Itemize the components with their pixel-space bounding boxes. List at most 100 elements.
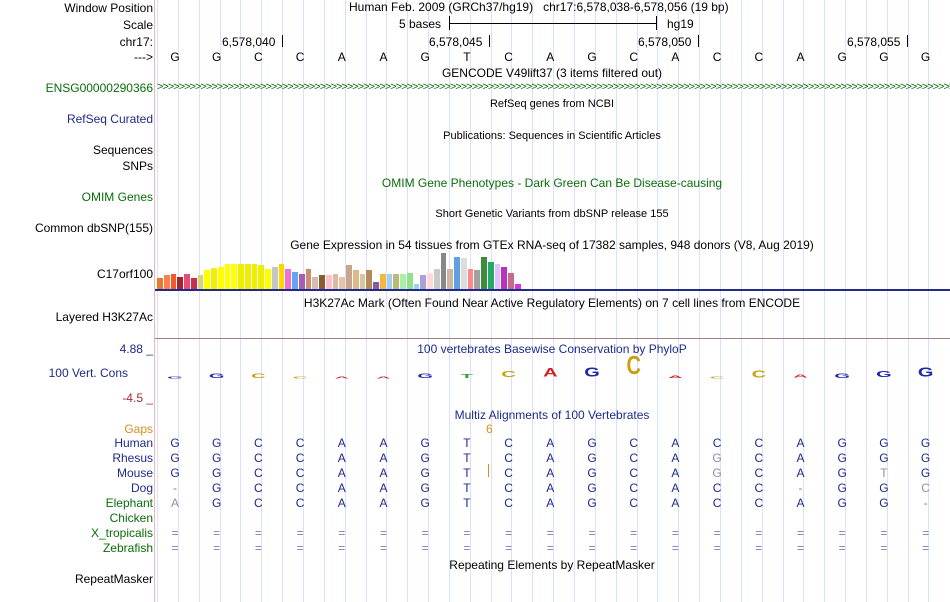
refseq-track-label[interactable]: RefSeq Curated [66,112,153,126]
grid-line [803,0,805,602]
gtex-tissue-bar[interactable] [157,277,163,289]
repeatmasker-track-title[interactable]: Repeating Elements by RepeatMasker [449,558,655,572]
gtex-tissue-bar[interactable] [393,274,399,289]
gtex-tissue-bar[interactable] [508,272,514,289]
gencode-gene-feature[interactable]: >>>>>>>>>>>>>>>>>>>>>>>>>>>>>>>>>>>>>>>>… [157,81,950,93]
alignment-base: = [171,541,179,555]
gtex-track-title[interactable]: Gene Expression in 54 tissues from GTEx … [290,238,814,252]
conservation-letter: G [199,373,235,379]
gtex-tissue-bar[interactable] [305,269,312,289]
species-label[interactable]: Human [114,436,153,450]
alignment-base: = [546,541,554,555]
gtex-tissue-bar[interactable] [177,276,183,289]
h3k27ac-track-label[interactable]: Layered H3K27Ac [55,310,153,324]
conservation-letter: C [751,368,767,380]
gtex-tissue-bar[interactable] [265,269,271,289]
gtex-tissue-bar[interactable] [400,274,406,289]
gencode-gene-label[interactable]: ENSG00000290366 [45,81,153,95]
conservation-track-title[interactable]: 100 vertebrates Basewise Conservation by… [417,342,687,356]
gtex-tissue-bar[interactable] [373,281,379,289]
gtex-bar-chart[interactable] [157,251,557,289]
gtex-tissue-bar[interactable] [204,270,210,289]
gtex-tissue-bar[interactable] [427,272,433,289]
species-label[interactable]: X_tropicalis [90,526,153,540]
gtex-tissue-bar[interactable] [339,276,345,289]
gtex-tissue-bar[interactable] [271,266,278,289]
gtex-tissue-bar[interactable] [238,264,244,289]
gtex-tissue-bar[interactable] [406,272,413,289]
gtex-tissue-bar[interactable] [298,274,305,289]
conservation-track-label[interactable]: 100 Vert. Cons [48,366,128,380]
dbsnp-track-label[interactable]: Common dbSNP(155) [34,221,153,235]
gtex-tissue-bar[interactable] [211,267,217,289]
gtex-tissue-bar[interactable] [244,264,251,289]
gtex-tissue-bar[interactable] [474,270,480,289]
gtex-tissue-bar[interactable] [163,275,170,289]
gtex-tissue-bar[interactable] [170,274,177,289]
gtex-tissue-bar[interactable] [460,257,467,289]
gtex-tissue-bar[interactable] [481,256,487,289]
gtex-tissue-bar[interactable] [514,284,521,289]
grid-line [699,0,701,602]
gtex-tissue-bar[interactable] [312,276,318,289]
gtex-tissue-bar[interactable] [292,271,298,289]
conservation-letter: G [876,370,892,380]
gtex-tissue-bar[interactable] [366,270,372,289]
chrom-label: chr17: [119,35,153,49]
gtex-tissue-bar[interactable] [346,265,352,289]
gencode-track-title[interactable]: GENCODE V49lift37 (3 items filtered out) [441,66,663,80]
species-label[interactable]: Dog [130,481,153,495]
gtex-tissue-bar[interactable] [285,269,291,289]
gtex-tissue-bar[interactable] [325,275,332,289]
alignment-base: C [629,466,639,480]
gtex-tissue-bar[interactable] [487,261,494,289]
gtex-tissue-bar[interactable] [447,269,453,289]
alignment-base: - [798,481,803,495]
gtex-tissue-bar[interactable] [494,264,501,289]
gtex-gene-label[interactable]: C17orf100 [96,267,153,281]
gtex-tissue-bar[interactable] [184,274,190,289]
dbsnp-track-title[interactable]: Short Genetic Variants from dbSNP releas… [435,208,669,220]
gtex-tissue-bar[interactable] [197,275,204,289]
species-label[interactable]: Rhesus [112,451,153,465]
sequences-track-label[interactable]: Sequences [92,143,153,157]
gtex-tissue-bar[interactable] [501,266,507,289]
gtex-tissue-bar[interactable] [190,277,197,289]
species-label[interactable]: Mouse [116,466,153,480]
omim-track-title[interactable]: OMIM Gene Phenotypes - Dark Green Can Be… [381,176,723,190]
alignment-base: = [630,526,638,540]
alignment-base: G [837,496,847,510]
gtex-tissue-bar[interactable] [224,264,231,289]
gtex-tissue-bar[interactable] [231,264,237,289]
multiz-track-title[interactable]: Multiz Alignments of 100 Vertebrates [454,408,650,422]
publications-track-title[interactable]: Publications: Sequences in Scientific Ar… [443,130,661,142]
h3k27ac-track-title[interactable]: H3K27Ac Mark (Often Found Near Active Re… [303,296,801,310]
gtex-tissue-bar[interactable] [217,266,224,289]
species-label[interactable]: Elephant [105,496,153,510]
gtex-tissue-bar[interactable] [251,264,258,289]
gtex-tissue-bar[interactable] [433,269,440,289]
gtex-tissue-bar[interactable] [440,252,447,289]
gtex-tissue-bar[interactable] [359,274,366,289]
species-label[interactable]: Zebrafish [102,541,153,555]
gtex-tissue-bar[interactable] [386,274,393,289]
gtex-tissue-bar[interactable] [319,275,325,289]
gtex-tissue-bar[interactable] [420,275,426,289]
refseq-track-title[interactable]: RefSeq genes from NCBI [489,98,615,110]
strand-arrow-label: ---> [134,50,153,64]
snps-track-label[interactable]: SNPs [122,159,153,173]
gtex-tissue-bar[interactable] [258,265,264,289]
gtex-tissue-bar[interactable] [454,256,460,289]
gtex-tissue-bar[interactable] [413,284,420,289]
gtex-tissue-bar[interactable] [332,274,339,289]
position-range[interactable]: chr17:6,578,038-6,578,056 (19 bp) [543,0,729,14]
gtex-tissue-bar[interactable] [379,274,386,289]
species-label[interactable]: Chicken [109,511,153,525]
gtex-tissue-bar[interactable] [352,270,359,289]
omim-track-label[interactable]: OMIM Genes [81,190,153,204]
gtex-tissue-bar[interactable] [278,264,285,289]
grid-line [282,0,284,602]
alignment-base: C [254,436,263,450]
gtex-tissue-bar[interactable] [467,269,474,289]
repeatmasker-track-label[interactable]: RepeatMasker [74,572,153,586]
